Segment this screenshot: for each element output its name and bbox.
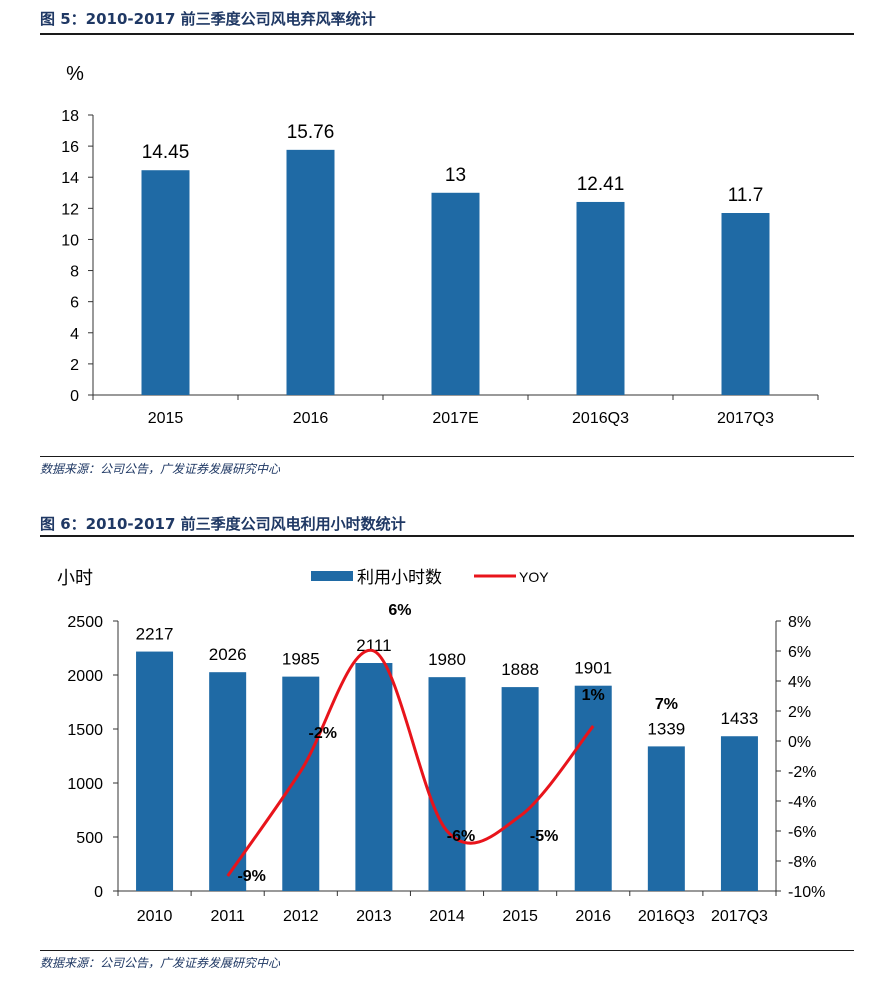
y-tick-label: 2 [70, 357, 79, 374]
yoy-value-label: 1% [582, 687, 605, 704]
right-y-tick-label: 4% [788, 674, 811, 691]
yoy-line [226, 648, 595, 877]
x-tick-label: 2016Q3 [638, 908, 695, 925]
bar-value-label: 13 [445, 165, 466, 186]
right-y-tick-label: -8% [788, 854, 816, 871]
right-y-tick-label: 2% [788, 704, 811, 721]
bar-value-label: 1339 [647, 719, 685, 738]
legend-bar-label: 利用小时数 [357, 568, 442, 587]
x-tick-label: 2017E [432, 410, 478, 427]
bar [282, 676, 320, 891]
x-tick-label: 2017Q3 [711, 908, 768, 925]
yoy-value-label: -9% [237, 868, 265, 885]
x-tick-label: 2011 [210, 908, 245, 925]
figure-5-top-rule [40, 33, 854, 35]
y-tick-label: 10 [61, 232, 79, 249]
y-tick-label: 6 [70, 295, 79, 312]
y-tick-label: 4 [70, 326, 79, 343]
figure-5-source: 数据来源：公司公告，广发证券发展研究中心 [40, 462, 281, 476]
bar-value-label: 1980 [428, 650, 466, 669]
bar-value-label: 1901 [574, 659, 612, 678]
bar-value-label: 15.76 [287, 122, 335, 143]
bar [209, 672, 247, 891]
bar [355, 663, 393, 891]
yoy-value-label: -5% [530, 828, 558, 845]
x-tick-label: 2015 [502, 908, 538, 925]
left-y-tick-label: 2500 [67, 614, 103, 631]
figure-6-bottom-rule [40, 950, 854, 951]
yoy-value-label: 7% [655, 696, 678, 713]
bar-value-label: 1433 [721, 709, 759, 728]
left-y-tick-label: 500 [76, 830, 103, 847]
left-y-tick-label: 1500 [67, 722, 103, 739]
y-axis-unit-label: % [66, 63, 84, 85]
y-tick-label: 0 [70, 388, 79, 405]
x-tick-label: 2016 [293, 410, 329, 427]
x-tick-label: 2016Q3 [572, 410, 629, 427]
bar [720, 736, 758, 891]
right-y-tick-label: 8% [788, 614, 811, 631]
yoy-value-label: -2% [309, 725, 337, 742]
bar [574, 685, 612, 891]
right-y-tick-label: -2% [788, 764, 816, 781]
bar [501, 687, 539, 891]
left-y-tick-label: 1000 [67, 776, 103, 793]
yoy-value-label: 6% [388, 602, 411, 619]
x-tick-label: 2010 [137, 908, 173, 925]
right-y-tick-label: 6% [788, 644, 811, 661]
bar [647, 746, 685, 891]
figure-5-bottom-rule [40, 456, 854, 457]
x-tick-label: 2015 [148, 410, 184, 427]
right-y-tick-label: -10% [788, 884, 825, 901]
y-axis-unit-label: 小时 [57, 568, 93, 588]
right-y-tick-label: -4% [788, 794, 816, 811]
yoy-value-label: -6% [447, 828, 475, 845]
x-tick-label: 2017Q3 [717, 410, 774, 427]
bar-value-label: 12.41 [577, 174, 625, 195]
figure-6-source: 数据来源：公司公告，广发证券发展研究中心 [40, 956, 281, 970]
figure-5-title: 图 5：2010-2017 前三季度公司风电弃风率统计 [40, 10, 376, 28]
bar [576, 201, 625, 395]
bar-value-label: 11.7 [728, 185, 764, 206]
x-tick-label: 2014 [429, 908, 465, 925]
right-y-tick-label: 0% [788, 734, 811, 751]
legend-bar-swatch [311, 571, 353, 581]
bar-value-label: 1985 [282, 650, 320, 669]
bar-value-label: 14.45 [142, 142, 190, 163]
bar-value-label: 2217 [136, 625, 174, 644]
bar [136, 651, 174, 891]
x-tick-label: 2016 [575, 908, 611, 925]
y-tick-label: 8 [70, 264, 79, 281]
bar-value-label: 1888 [501, 660, 539, 679]
right-y-tick-label: -6% [788, 824, 816, 841]
figure-6-chart: 小时 利用小时数 YOY 0 500 1000 1500 2000 2500 -10% -8% -6%… [57, 568, 825, 925]
bar [286, 149, 335, 395]
left-y-tick-label: 0 [94, 884, 103, 901]
figure-6-title: 图 6：2010-2017 前三季度公司风电利用小时数统计 [40, 515, 406, 533]
bar-value-label: 2026 [209, 645, 247, 664]
figure-5-chart: % 0 2 4 6 8 10 12 14 16 18 14.45 2015 15.76 2016 13 2017… [61, 63, 819, 427]
y-tick-label: 18 [61, 108, 79, 125]
x-tick-label: 2012 [283, 908, 319, 925]
bar [428, 677, 466, 891]
legend-line-label: YOY [519, 569, 549, 585]
figure-6-top-rule [40, 535, 854, 537]
bar [721, 213, 770, 395]
bar [141, 170, 190, 395]
y-tick-label: 12 [61, 201, 79, 218]
x-tick-label: 2013 [356, 908, 392, 925]
y-tick-label: 14 [61, 170, 79, 187]
left-y-tick-label: 2000 [67, 668, 103, 685]
y-tick-label: 16 [61, 139, 79, 156]
bar [431, 192, 480, 395]
